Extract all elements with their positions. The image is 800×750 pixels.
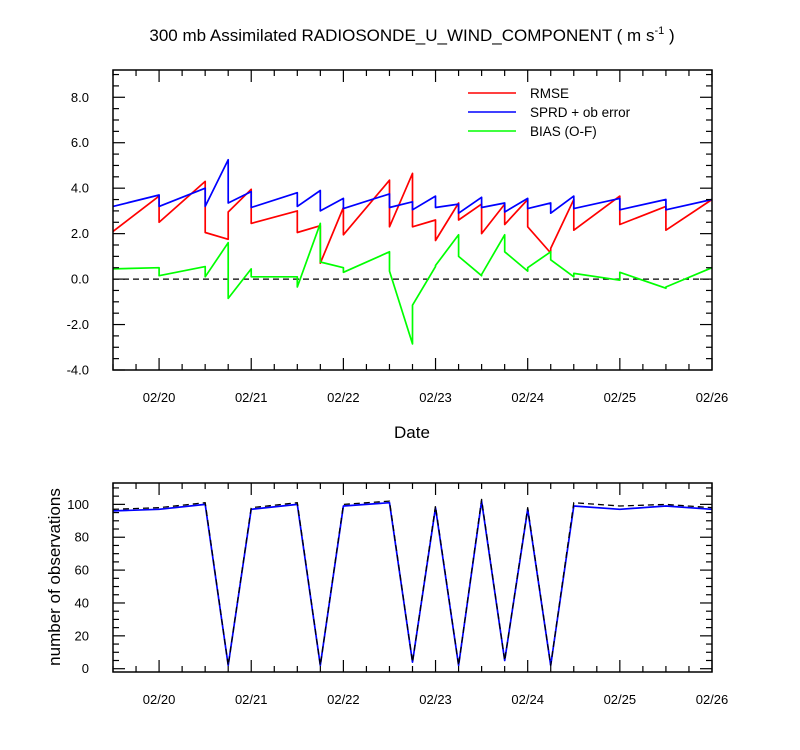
y-tick-label: 80 (75, 530, 89, 545)
y-tick-label: 60 (75, 563, 89, 578)
y-tick-label: 4.0 (71, 181, 89, 196)
legend[interactable]: RMSE SPRD + ob error BIAS (O-F) (468, 86, 631, 139)
top-x-tick-labels: 02/20 02/21 02/22 02/23 02/24 02/25 02/26 (143, 390, 728, 405)
top-panel: -4.0-2.00.02.04.06.08.0 02/20 02/21 02/22 0… (67, 69, 728, 442)
bottom-series-group (112, 498, 713, 667)
y-tick-label: 2.0 (71, 226, 89, 241)
top-y-tick-labels: -4.0 -2.0 0.0 2.0 4.0 6.0 8.0 (67, 90, 89, 378)
bottom-y-tick-labels: 0 20 40 60 80 100 (67, 497, 89, 676)
legend-item-sprd[interactable]: SPRD + ob error (468, 105, 631, 120)
x-tick-label: 02/24 (511, 692, 544, 707)
x-tick-label: 02/26 (696, 692, 729, 707)
x-tick-label: 02/21 (235, 692, 268, 707)
x-tick-label: 02/22 (327, 390, 360, 405)
bottom-plot-frame (112, 482, 713, 673)
series-line-sprd-ob-error[interactable] (112, 158, 713, 215)
y-tick-label: -2.0 (67, 317, 89, 332)
series-line-rmse[interactable] (112, 172, 713, 265)
legend-label-sprd: SPRD + ob error (530, 105, 631, 120)
x-tick-label: 02/25 (604, 390, 637, 405)
y-axis-label-observations: number of observations (45, 488, 64, 666)
bottom-x-tick-labels: 02/20 02/21 02/22 02/23 02/24 02/25 02/26 (143, 692, 728, 707)
y-tick-label: 0 (82, 661, 89, 676)
y-tick-label: 100 (67, 497, 89, 512)
top-axis-ticks (112, 70, 713, 371)
series-line-assimilated[interactable] (112, 500, 713, 667)
y-tick-label: 0.0 (71, 272, 89, 287)
series-line-bias-o-f[interactable] (112, 222, 713, 345)
legend-item-rmse[interactable]: RMSE (468, 86, 569, 101)
y-tick-label: 6.0 (71, 135, 89, 150)
x-axis-label: Date (394, 423, 430, 442)
legend-label-rmse: RMSE (530, 86, 569, 101)
top-series-group (112, 158, 713, 345)
chart-title: 300 mb Assimilated RADIOSONDE_U_WIND_COM… (149, 25, 674, 45)
y-tick-label: -4.0 (67, 363, 89, 378)
x-tick-label: 02/23 (419, 390, 452, 405)
legend-label-bias: BIAS (O-F) (530, 124, 597, 139)
x-tick-label: 02/25 (604, 692, 637, 707)
legend-item-bias[interactable]: BIAS (O-F) (468, 124, 597, 139)
x-tick-label: 02/24 (511, 390, 544, 405)
bottom-axis-ticks (112, 483, 713, 672)
x-tick-label: 02/22 (327, 692, 360, 707)
y-tick-label: 8.0 (71, 90, 89, 105)
y-tick-label: 40 (75, 595, 89, 610)
y-tick-label: 20 (75, 628, 89, 643)
x-tick-label: 02/20 (143, 692, 176, 707)
x-tick-label: 02/20 (143, 390, 176, 405)
x-tick-label: 02/23 (419, 692, 452, 707)
x-tick-label: 02/21 (235, 390, 268, 405)
series-line-possible[interactable] (112, 498, 713, 667)
x-tick-label: 02/26 (696, 390, 729, 405)
top-plot-frame (112, 69, 713, 371)
